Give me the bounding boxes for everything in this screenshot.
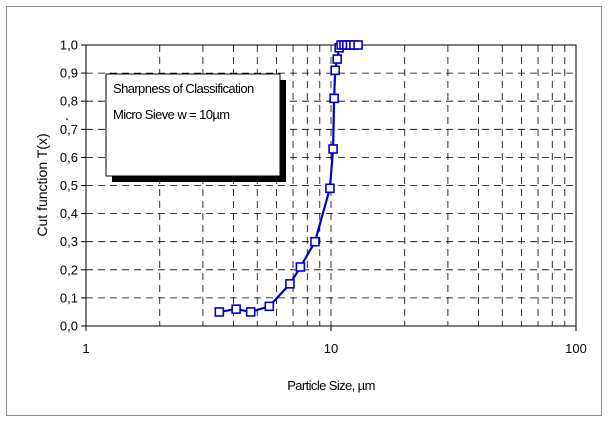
data-point-marker	[328, 144, 338, 154]
data-point-marker	[330, 65, 340, 76]
series-markers	[214, 40, 363, 317]
y-axis-label-suffix: .	[65, 107, 69, 123]
y-tick-label: 0,6	[60, 150, 78, 165]
data-point-marker	[231, 304, 241, 314]
data-point-marker	[264, 301, 275, 312]
x-axis-label: Particle Size, µm	[287, 378, 375, 393]
y-tick-label: 0,0	[60, 319, 78, 334]
data-point-marker	[295, 262, 306, 272]
chart-frame	[6, 6, 602, 416]
x-ticks: 1 10 100	[82, 326, 587, 356]
y-tick-label: 0,8	[60, 94, 78, 109]
annotation-rect	[105, 73, 281, 177]
y-axis-label: Cut function T(x)	[34, 133, 50, 236]
annotation-line-2: Micro Sieve w = 10µm	[113, 107, 230, 122]
x-tick-label: 1	[82, 341, 89, 356]
x-tick-label: 100	[565, 341, 587, 356]
annotation-box: Sharpness of Classification Micro Sieve …	[105, 73, 286, 182]
annotation-line-1: Sharpness of Classification	[113, 81, 254, 96]
data-point-marker	[353, 40, 363, 50]
data-point-marker	[329, 93, 339, 104]
y-tick-label: 1,0	[60, 38, 78, 53]
y-tick-label: 0,3	[60, 234, 78, 249]
x-tick-label: 10	[324, 341, 338, 356]
y-tick-label: 0,5	[60, 178, 78, 193]
data-point-marker	[310, 236, 320, 247]
y-tick-label: 0,2	[60, 262, 78, 277]
data-point-marker	[214, 307, 225, 317]
y-ticks: 0,0 0,1 0,2 0,3 0,4 0,5 0,6 0,7 0,8 0,9 1,0	[60, 38, 86, 334]
y-tick-label: 0,1	[60, 290, 78, 305]
data-point-marker	[325, 183, 335, 194]
data-point-marker	[245, 307, 256, 317]
data-point-marker	[285, 279, 295, 289]
chart-grid	[86, 45, 576, 326]
y-tick-label: 0,9	[60, 66, 78, 81]
y-tick-label: 0,4	[60, 206, 78, 221]
y-tick-label: 0,7	[60, 122, 78, 137]
data-point-marker	[332, 54, 342, 64]
